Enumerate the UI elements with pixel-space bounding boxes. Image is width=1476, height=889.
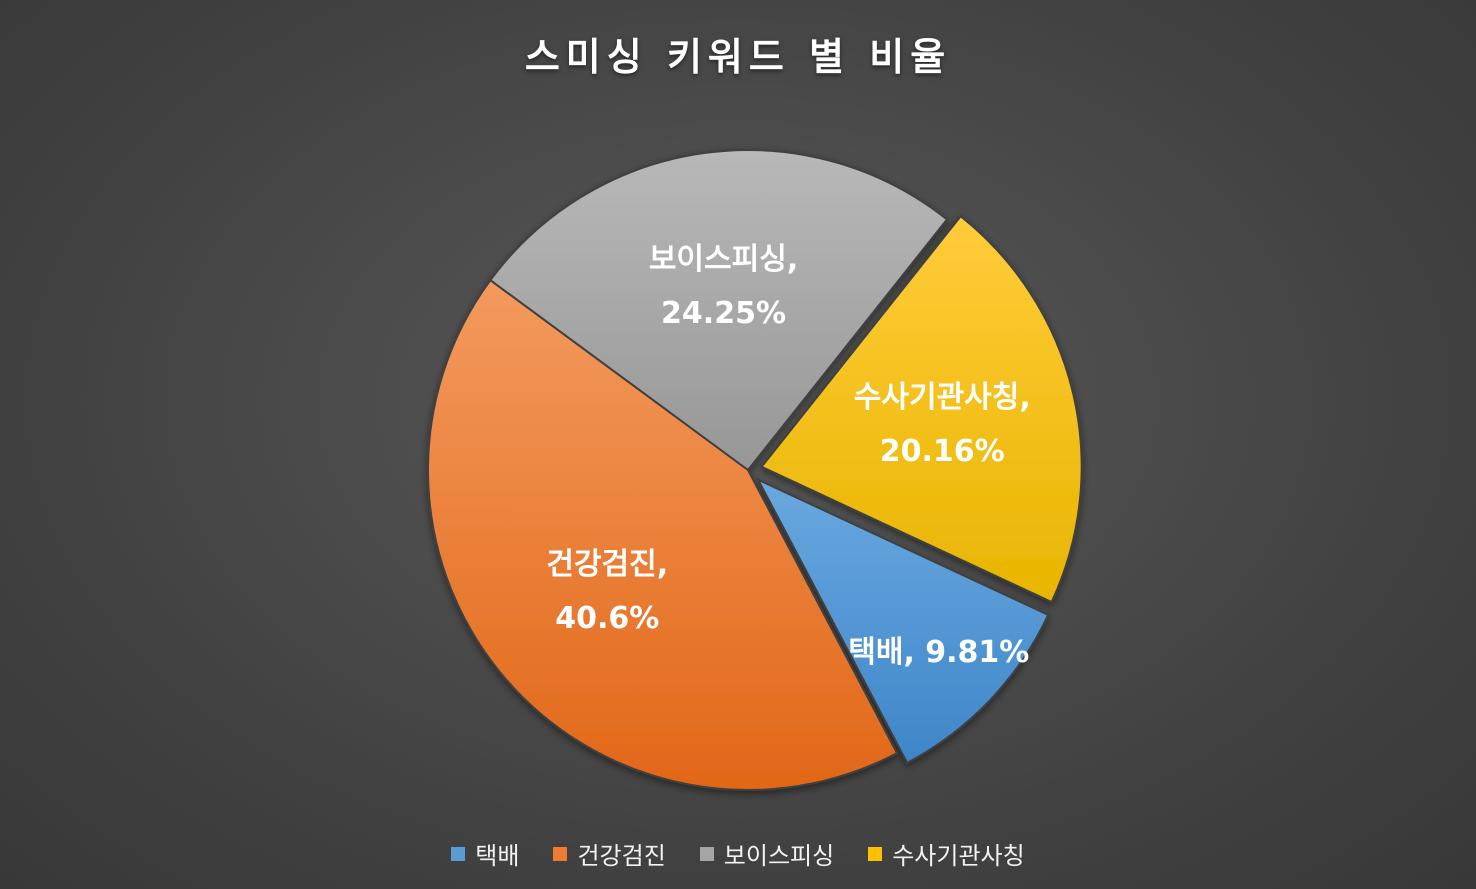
legend-label: 건강검진 xyxy=(577,842,666,870)
data-label-택배: 택배, 9.81% xyxy=(848,635,1029,670)
legend-item-보이스피싱: 보이스피싱 xyxy=(699,836,835,871)
legend-item-수사기관사칭: 수사기관사칭 xyxy=(868,836,1025,871)
legend-label: 보이스피싱 xyxy=(723,842,835,870)
data-label-보이스피싱: 보이스피싱, 24.25% xyxy=(649,242,798,331)
legend-swatch xyxy=(553,846,568,861)
legend-label: 수사기관사칭 xyxy=(892,842,1025,870)
chart-title: 스미싱 키워드 별 비율 xyxy=(524,35,952,79)
data-label-수사기관사칭: 수사기관사칭, 20.16% xyxy=(854,380,1031,469)
pie-slice-건강검진 xyxy=(427,278,899,791)
legend-swatch xyxy=(451,846,466,861)
data-label-건강검진: 건강검진, 40.6% xyxy=(546,547,668,636)
legend-label: 택배 xyxy=(475,842,520,870)
pie-slice-보이스피싱 xyxy=(489,149,949,472)
pie-slice-택배 xyxy=(755,477,1050,765)
legend-item-건강검진: 건강검진 xyxy=(553,836,666,871)
legend: 택배 건강검진 보이스피싱 수사기관사칭 xyxy=(0,836,1476,871)
legend-swatch xyxy=(699,846,714,861)
legend-swatch xyxy=(868,846,883,861)
pie-slice-수사기관사칭 xyxy=(760,214,1083,604)
legend-item-택배: 택배 xyxy=(451,836,519,871)
